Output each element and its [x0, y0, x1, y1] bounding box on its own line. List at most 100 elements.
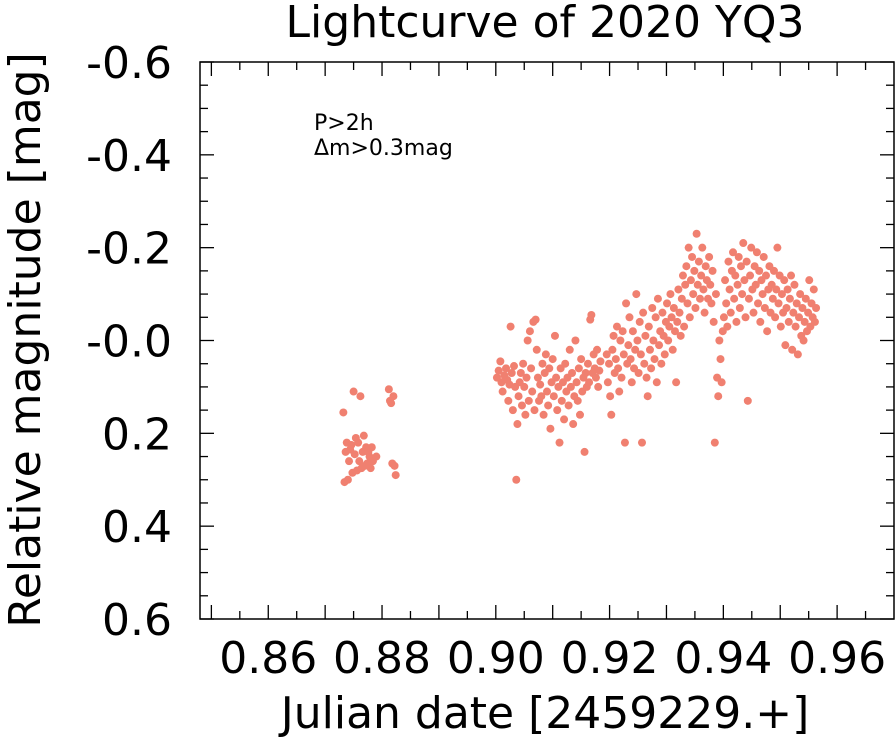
data-point	[585, 378, 594, 387]
data-point	[574, 364, 583, 373]
data-point	[531, 315, 540, 324]
data-point	[688, 252, 697, 261]
data-point	[697, 271, 706, 280]
data-point	[696, 294, 705, 303]
data-point	[664, 336, 673, 345]
data-point	[754, 299, 763, 308]
data-point	[508, 406, 517, 415]
data-point	[670, 327, 679, 336]
data-point	[577, 355, 586, 364]
data-point	[698, 243, 707, 252]
data-point	[758, 290, 767, 299]
data-point	[384, 385, 393, 394]
data-point	[614, 364, 623, 373]
data-point	[692, 229, 701, 238]
data-point	[624, 341, 633, 350]
data-point	[792, 299, 801, 308]
data-point	[504, 396, 513, 405]
data-point	[347, 440, 356, 449]
data-point	[747, 243, 756, 252]
data-point	[669, 304, 678, 313]
data-point	[626, 355, 635, 364]
data-point	[543, 387, 551, 396]
data-point	[788, 345, 797, 354]
data-point	[668, 345, 677, 354]
y-tick-label: 0.4	[102, 502, 172, 553]
data-point	[494, 366, 503, 375]
data-point	[645, 345, 654, 354]
x-axis-label: Julian date [2459229.+]	[278, 688, 810, 737]
data-point	[738, 290, 747, 299]
y-tick-label: -0.2	[86, 224, 172, 275]
data-points	[339, 229, 821, 487]
data-point	[725, 285, 734, 294]
data-point	[693, 280, 702, 289]
data-point	[636, 350, 645, 359]
data-point	[741, 313, 750, 322]
data-point	[521, 410, 530, 419]
data-point	[684, 243, 693, 252]
data-point	[772, 285, 781, 294]
data-point	[345, 457, 354, 466]
data-point	[552, 373, 561, 382]
data-point	[729, 248, 738, 257]
data-point	[524, 396, 533, 405]
data-point	[780, 276, 789, 285]
data-point	[680, 322, 689, 331]
data-point	[607, 410, 616, 419]
data-point	[648, 304, 657, 313]
data-point	[622, 299, 631, 308]
data-point	[667, 313, 676, 322]
data-point	[722, 299, 731, 308]
data-point	[530, 406, 539, 415]
data-point	[759, 252, 768, 261]
data-point	[689, 290, 698, 299]
data-point	[752, 248, 761, 257]
data-point	[561, 359, 570, 368]
data-point	[799, 336, 808, 345]
data-point	[782, 304, 791, 313]
data-point	[537, 392, 546, 401]
y-tick-label: 0.6	[102, 595, 172, 646]
data-point	[732, 317, 741, 326]
data-point	[724, 257, 733, 266]
data-point	[716, 355, 725, 364]
data-point	[496, 357, 505, 366]
data-point	[812, 304, 821, 313]
data-point	[594, 382, 603, 391]
data-point	[690, 266, 699, 275]
data-point	[615, 387, 624, 396]
data-point	[733, 280, 742, 289]
data-point	[544, 401, 553, 410]
data-point	[706, 280, 715, 289]
data-point	[678, 271, 687, 280]
data-point	[553, 406, 562, 415]
data-point	[583, 359, 592, 368]
data-point	[560, 415, 569, 424]
data-point	[595, 366, 604, 375]
data-point	[701, 262, 710, 271]
data-point	[546, 424, 555, 433]
data-point	[791, 322, 800, 331]
data-point	[566, 382, 575, 391]
x-tick-label: 0.88	[333, 633, 431, 684]
data-point	[593, 345, 602, 354]
data-point	[349, 387, 358, 396]
data-point	[762, 271, 771, 280]
data-point	[569, 420, 578, 429]
data-point	[751, 280, 760, 289]
data-point	[354, 438, 363, 447]
data-point	[734, 252, 743, 261]
data-point	[743, 396, 752, 405]
data-point	[809, 285, 818, 294]
data-point	[343, 475, 352, 484]
data-point	[502, 364, 511, 373]
data-point	[512, 475, 521, 484]
data-point	[545, 364, 554, 373]
data-point	[507, 368, 516, 377]
data-point	[523, 336, 532, 345]
data-point	[564, 401, 573, 410]
data-point	[719, 313, 728, 322]
data-point	[673, 317, 682, 326]
data-point	[653, 294, 662, 303]
